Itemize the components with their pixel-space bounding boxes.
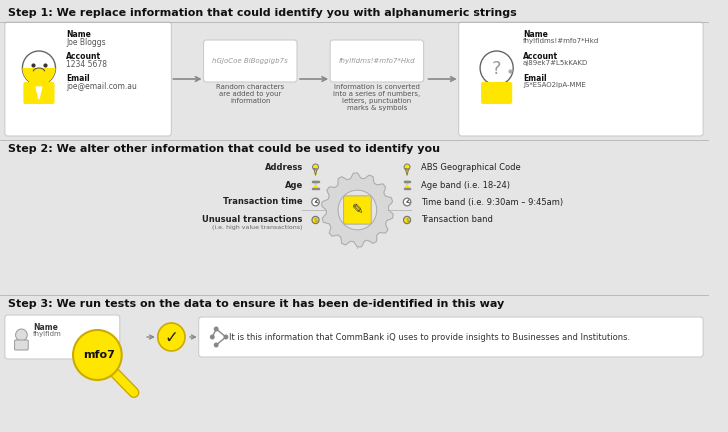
Circle shape: [23, 51, 55, 85]
Text: Address: Address: [264, 163, 303, 172]
Wedge shape: [23, 68, 55, 85]
Text: (i.e. high value transactions): (i.e. high value transactions): [213, 226, 303, 231]
Circle shape: [158, 323, 185, 351]
Circle shape: [312, 198, 320, 206]
Circle shape: [73, 330, 122, 380]
Text: fhylfldms!#mfo7*Hkd: fhylfldms!#mfo7*Hkd: [339, 58, 415, 64]
Circle shape: [403, 216, 411, 224]
Circle shape: [214, 343, 218, 347]
Circle shape: [315, 201, 316, 203]
Circle shape: [403, 198, 411, 206]
FancyBboxPatch shape: [5, 315, 120, 359]
Circle shape: [15, 329, 27, 341]
Polygon shape: [404, 181, 410, 185]
FancyBboxPatch shape: [481, 82, 513, 104]
Text: Age: Age: [285, 181, 303, 190]
Circle shape: [338, 190, 376, 230]
Circle shape: [312, 164, 318, 170]
FancyBboxPatch shape: [23, 82, 55, 104]
Text: ✓: ✓: [165, 328, 178, 346]
Text: Step 3: We run tests on the data to ensure it has been de-identified in this way: Step 3: We run tests on the data to ensu…: [8, 299, 504, 309]
FancyBboxPatch shape: [5, 22, 171, 136]
Text: Step 2: We alter other information that could be used to identify you: Step 2: We alter other information that …: [8, 144, 440, 154]
Text: Name: Name: [33, 323, 58, 332]
Text: aj89ek7#L5kKAKD: aj89ek7#L5kKAKD: [523, 60, 588, 66]
Text: fhylfldms!#mfo7*Hkd: fhylfldms!#mfo7*Hkd: [523, 38, 599, 44]
Circle shape: [223, 334, 229, 340]
Circle shape: [210, 334, 215, 340]
Polygon shape: [314, 169, 317, 175]
Text: Joe Bloggs: Joe Bloggs: [66, 38, 106, 47]
Polygon shape: [405, 169, 408, 175]
Text: Transaction band: Transaction band: [421, 216, 493, 225]
Text: Transaction time: Transaction time: [223, 197, 303, 206]
Text: Email: Email: [66, 74, 90, 83]
Text: Name: Name: [523, 30, 548, 39]
Text: ?: ?: [492, 60, 502, 78]
Polygon shape: [312, 188, 319, 189]
FancyBboxPatch shape: [459, 22, 703, 136]
Text: Age band (i.e. 18-24): Age band (i.e. 18-24): [421, 181, 510, 190]
Text: Random characters
are added to your
information: Random characters are added to your info…: [216, 84, 285, 104]
Text: Account: Account: [66, 52, 101, 61]
Polygon shape: [404, 185, 410, 189]
Text: ABS Geographical Code: ABS Geographical Code: [421, 163, 521, 172]
Text: Information is converted
into a series of numbers,
letters, punctuation
marks & : Information is converted into a series o…: [333, 84, 421, 111]
Text: ✎: ✎: [352, 203, 363, 217]
Text: $: $: [405, 218, 409, 223]
Polygon shape: [353, 203, 362, 217]
Text: 1234 5678: 1234 5678: [66, 60, 107, 69]
Text: mfo7: mfo7: [84, 350, 115, 360]
Polygon shape: [313, 185, 318, 189]
Circle shape: [480, 51, 513, 85]
Polygon shape: [322, 173, 393, 247]
Circle shape: [404, 164, 410, 170]
Text: Unusual transactions: Unusual transactions: [202, 216, 303, 225]
FancyBboxPatch shape: [15, 340, 28, 350]
Text: $: $: [314, 218, 317, 223]
Text: It is this information that CommBank iQ uses to provide insights to Businesses a: It is this information that CommBank iQ …: [229, 333, 630, 342]
FancyBboxPatch shape: [344, 196, 371, 224]
Text: fhylfldm: fhylfldm: [33, 331, 62, 337]
Text: Time band (i.e. 9:30am – 9:45am): Time band (i.e. 9:30am – 9:45am): [421, 197, 563, 206]
Circle shape: [312, 216, 319, 224]
Polygon shape: [313, 181, 318, 185]
Text: JS*ESAO2lpA-MME: JS*ESAO2lpA-MME: [523, 82, 586, 88]
Text: Account: Account: [523, 52, 558, 61]
Polygon shape: [404, 188, 410, 189]
FancyBboxPatch shape: [199, 317, 703, 357]
Text: Email: Email: [523, 74, 547, 83]
Circle shape: [214, 327, 218, 331]
Circle shape: [406, 201, 408, 203]
Text: hGJoCoe BlBoggigb7s: hGJoCoe BlBoggigb7s: [213, 58, 288, 64]
Polygon shape: [36, 87, 42, 99]
FancyBboxPatch shape: [330, 40, 424, 82]
Text: Name: Name: [66, 30, 91, 39]
FancyBboxPatch shape: [204, 40, 297, 82]
Text: Step 1: We replace information that could identify you with alphanumeric strings: Step 1: We replace information that coul…: [8, 8, 517, 18]
Text: joe@email.com.au: joe@email.com.au: [66, 82, 137, 91]
